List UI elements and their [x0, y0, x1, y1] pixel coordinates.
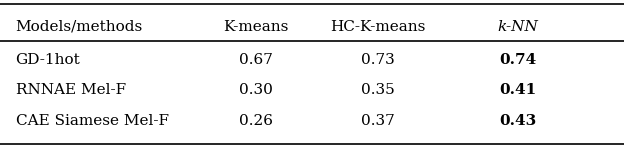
- Text: GD-1hot: GD-1hot: [16, 53, 80, 67]
- Text: HC-K-means: HC-K-means: [330, 20, 425, 34]
- Text: 0.67: 0.67: [239, 53, 273, 67]
- Text: CAE Siamese Mel-F: CAE Siamese Mel-F: [16, 114, 168, 128]
- Text: 0.26: 0.26: [239, 114, 273, 128]
- Text: 0.74: 0.74: [499, 53, 537, 67]
- Text: Models/methods: Models/methods: [16, 20, 143, 34]
- Text: 0.41: 0.41: [499, 83, 537, 96]
- Text: k-NN: k-NN: [497, 20, 539, 34]
- Text: 0.73: 0.73: [361, 53, 394, 67]
- Text: 0.30: 0.30: [239, 83, 273, 96]
- Text: 0.37: 0.37: [361, 114, 394, 128]
- Text: RNNAE Mel-F: RNNAE Mel-F: [16, 83, 125, 96]
- Text: 0.43: 0.43: [499, 114, 537, 128]
- Text: K-means: K-means: [223, 20, 288, 34]
- Text: 0.35: 0.35: [361, 83, 394, 96]
